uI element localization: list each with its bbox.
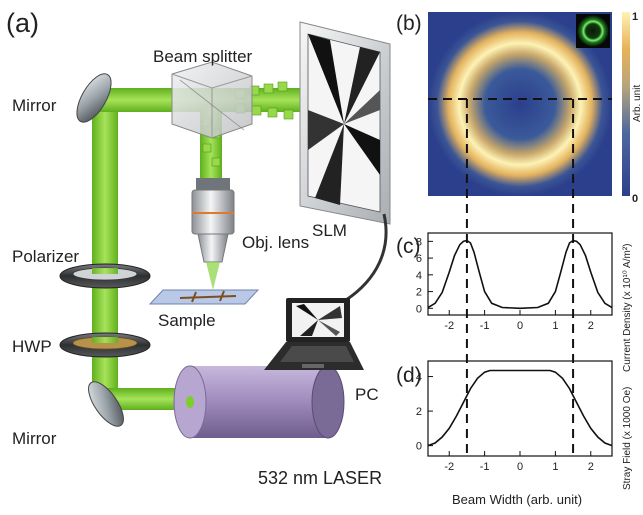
plot-d-ytick-label: 0: [416, 441, 422, 453]
plot-c-ytick-label: 2: [416, 287, 422, 299]
plot-c-series-line: [428, 239, 612, 310]
inset-ring-image: [576, 14, 610, 48]
plot-d-ticks: -2 -1 0 1 2 0 2 4: [416, 372, 594, 473]
slm-device: [299, 21, 391, 225]
donut-intensity-map: [428, 12, 612, 196]
plot-c-ytick-label: 8: [416, 236, 422, 248]
plot-c-xtick-label: -2: [444, 320, 454, 332]
beam-splitter-label: Beam splitter: [153, 47, 253, 66]
colorbar-max-label: 1: [632, 11, 638, 23]
sample-substrate: [148, 289, 260, 305]
mirror-top: [76, 73, 112, 123]
plot-c-xtick-label: 0: [517, 320, 523, 332]
mirror-bottom-label: Mirror: [12, 429, 57, 448]
polarizer: [59, 263, 151, 289]
plot-d-xtick-label: 1: [552, 461, 558, 473]
plot-c-ticks: -2 -1 0 1 2 0 2 4 6 8: [416, 236, 594, 332]
objective-lens: [191, 178, 235, 290]
mirror-bottom: [88, 381, 124, 427]
pc-label: PC: [355, 385, 379, 404]
plot-c-ytick-label: 0: [416, 303, 422, 315]
colorbar: [622, 12, 630, 196]
plot-c-ytick-label: 6: [416, 253, 422, 265]
plot-c-xtick-label: 1: [552, 320, 558, 332]
plot-d-ylabel: Stray Field (x 1000 Oe): [622, 387, 633, 490]
plot-d-ytick-label: 2: [416, 406, 422, 418]
plot-d-ytick-label: 4: [416, 372, 422, 384]
hwp-label: HWP: [12, 337, 52, 356]
half-wave-plate: [59, 332, 151, 358]
slm-label: SLM: [312, 221, 347, 240]
plot-d-frame: [427, 360, 613, 457]
panel-a-label: (a): [6, 8, 39, 38]
objective-label: Obj. lens: [242, 233, 309, 252]
laser-label: 532 nm LASER: [258, 468, 382, 488]
sample-label: Sample: [158, 311, 216, 330]
plot-d-xtick-label: 0: [517, 461, 523, 473]
plot-c-frame: [427, 232, 613, 316]
panel-d-label: (d): [396, 364, 422, 387]
colorbar-title: Arb. unit: [632, 85, 643, 122]
polarizer-label: Polarizer: [12, 247, 79, 266]
beam-splitter-cube: [171, 61, 253, 139]
panel-c-label: (c): [396, 235, 421, 258]
pc-laptop: [264, 298, 364, 370]
plot-c-xtick-label: 2: [588, 320, 594, 332]
plot-d-xtick-label: 2: [588, 461, 594, 473]
plot-d-xlabel: Beam Width (arb. unit): [452, 492, 582, 507]
laser-body: [173, 365, 345, 439]
panel-b-label: (b): [396, 12, 422, 35]
plot-c-ytick-label: 4: [416, 270, 422, 282]
colorbar-min-label: 0: [632, 193, 638, 205]
plot-c-xtick-label: -1: [480, 320, 490, 332]
plot-d-xtick-label: -2: [444, 461, 454, 473]
plot-d-xtick-label: -1: [480, 461, 490, 473]
plot-d-series-line: [428, 369, 612, 447]
plot-c-ylabel: Current Density (x 10¹⁰ A/m²): [622, 244, 633, 372]
mirror-top-label: Mirror: [12, 96, 57, 115]
